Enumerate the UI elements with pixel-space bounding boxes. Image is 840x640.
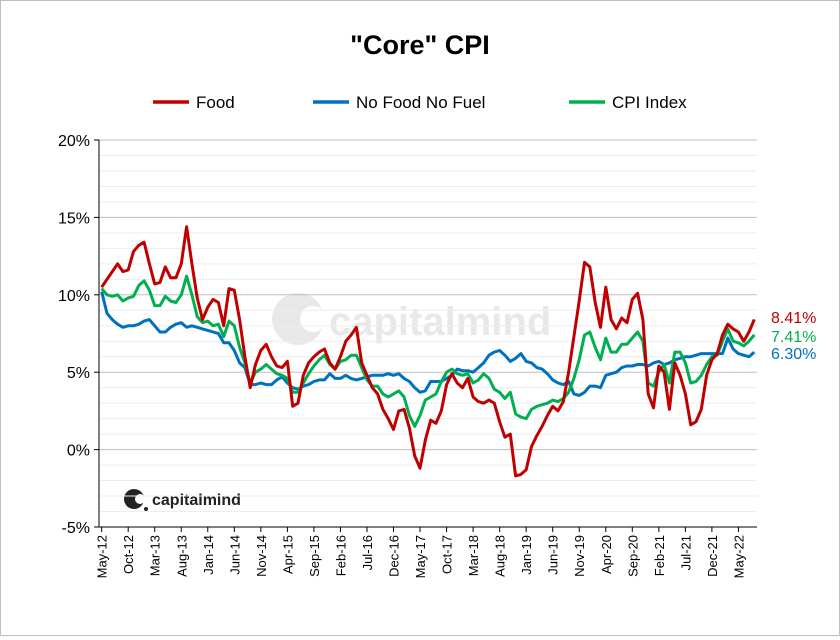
legend-label-no-food-no-fuel: No Food No Fuel (356, 93, 485, 112)
watermark-small: capitalmind (124, 489, 241, 511)
x-tick-label: Dec-16 (387, 535, 402, 577)
capitalmind-logo-icon (272, 293, 324, 345)
x-tick-label: Mar-13 (148, 535, 163, 576)
x-tick-label: Nov-14 (254, 535, 269, 577)
x-tick-label: Dec-21 (705, 535, 720, 577)
series-line-food (100, 225, 756, 478)
x-tick-label: Jun-14 (227, 535, 242, 575)
legend: Food No Food No Fuel CPI Index (153, 93, 687, 112)
x-tick-label: May-17 (413, 535, 428, 578)
x-tick-label: Apr-15 (280, 535, 295, 574)
logo-icon-small-cutout (135, 494, 145, 504)
x-tick-label: Jan-14 (201, 535, 216, 575)
y-tick-label: 0% (67, 443, 90, 460)
watermark-text-large: capitalmind (329, 300, 551, 344)
y-tick-label: -5% (62, 520, 90, 537)
x-tick-label: Aug-13 (174, 535, 189, 577)
x-tick-label: Feb-16 (333, 535, 348, 576)
series-line-cpi-index (100, 274, 756, 428)
x-tick-label: Feb-21 (652, 535, 667, 576)
axes (98, 140, 757, 528)
x-tick-label: Jan-19 (519, 535, 534, 575)
x-tick-label: Mar-18 (466, 535, 481, 576)
y-tick-label: 15% (58, 210, 90, 227)
x-tick-label: Sep-15 (307, 535, 322, 577)
x-tick-label: Sep-20 (625, 535, 640, 577)
y-tick-label: 20% (58, 133, 90, 150)
x-tick-label: May-12 (95, 535, 110, 578)
x-tick-label: Jul-21 (678, 535, 693, 570)
x-tick-label: Nov-19 (572, 535, 587, 577)
legend-label-food: Food (196, 93, 235, 112)
x-tick-label: Jul-16 (360, 535, 375, 570)
chart-title: "Core" CPI (350, 30, 490, 60)
end-label-food: 8.41% (771, 310, 816, 327)
end-labels: 8.41% 7.41% 6.30% (771, 310, 816, 363)
x-tick-label: Oct-17 (440, 535, 455, 574)
x-tick-label: Jun-19 (546, 535, 561, 575)
logo-icon-small-dot (144, 507, 148, 511)
x-axis-ticks: May-12 Oct-12 Mar-13 Aug-13 Jan-14 Jun-14 Nov-… (95, 527, 746, 578)
x-tick-label: Apr-20 (599, 535, 614, 574)
end-label-cpi-index: 7.41% (771, 329, 816, 346)
y-axis-ticks: -5% 0% 5% 10% 15% 20% (58, 133, 99, 537)
x-tick-label: Aug-18 (493, 535, 508, 577)
watermark-large: capitalmind (272, 293, 551, 345)
legend-entry-no-food-no-fuel: No Food No Fuel (313, 93, 485, 112)
y-tick-label: 5% (67, 365, 90, 382)
y-tick-label: 10% (58, 288, 90, 305)
legend-entry-cpi-index: CPI Index (569, 93, 687, 112)
series-lines (100, 225, 756, 478)
x-tick-label: May-22 (731, 535, 746, 578)
legend-entry-food: Food (153, 93, 235, 112)
x-tick-label: Oct-12 (121, 535, 136, 574)
end-label-no-food-no-fuel: 6.30% (771, 346, 816, 363)
capitalmind-logo-icon-small (124, 489, 144, 509)
legend-label-cpi-index: CPI Index (612, 93, 687, 112)
watermark-text-small: capitalmind (152, 492, 241, 509)
